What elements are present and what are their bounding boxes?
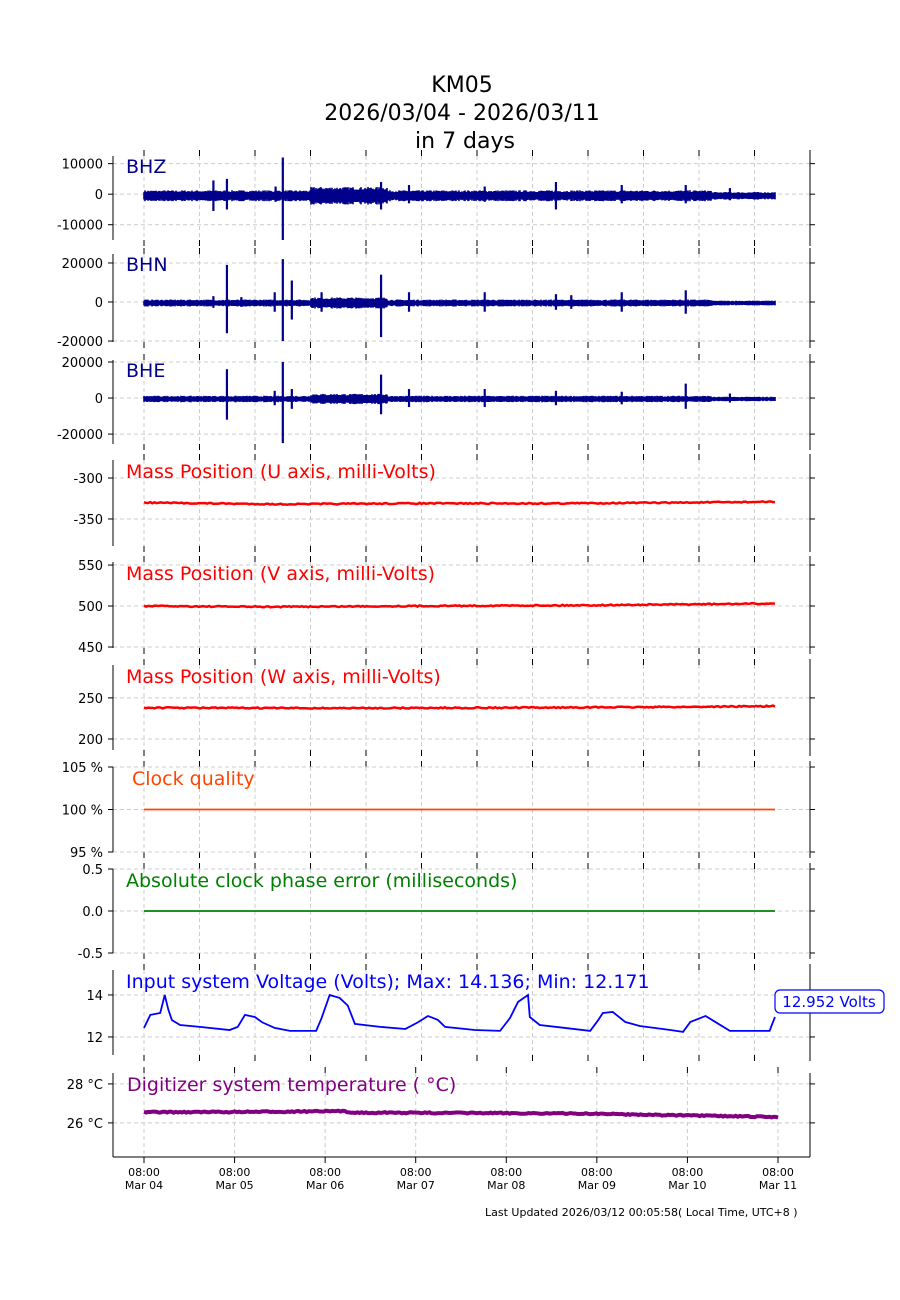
x-tick-time: 08:00 — [490, 1166, 522, 1179]
y-tick-label: 0.5 — [82, 863, 103, 878]
title-date-range: 2026/03/04 - 2026/03/11 — [324, 101, 600, 126]
panel-label-BHN: BHN — [126, 254, 168, 276]
panel-label-temperature: Digitizer system temperature ( °C) — [127, 1074, 456, 1096]
x-tick-date: Mar 05 — [215, 1179, 253, 1192]
panel-clock-quality — [108, 761, 815, 858]
y-tick-label: -0.5 — [78, 947, 103, 962]
x-tick-date: Mar 07 — [397, 1179, 435, 1192]
panel-mass-w — [108, 659, 815, 756]
y-tick-label: -20000 — [57, 335, 103, 350]
y-tick-label: 26 °C — [67, 1117, 103, 1132]
y-tick-label: 0 — [95, 188, 103, 203]
y-tick-label: 0.0 — [82, 905, 103, 920]
title-duration: in 7 days — [415, 129, 515, 154]
x-tick-time: 08:00 — [672, 1166, 704, 1179]
panel-clock-phase-error — [108, 863, 815, 959]
title-station: KM05 — [431, 73, 492, 98]
last-updated: Last Updated 2026/03/12 00:05:58( Local … — [485, 1206, 798, 1219]
y-tick-label: 0 — [95, 296, 103, 311]
panel-mass-v — [108, 556, 815, 654]
panel-label-BHE: BHE — [126, 360, 165, 382]
y-tick-label: -20000 — [57, 428, 103, 443]
x-tick-time: 08:00 — [219, 1166, 251, 1179]
y-tick-label: 28 °C — [67, 1078, 103, 1093]
voltage-annotation: 12.952 Volts — [782, 993, 876, 1011]
series-line-temperature — [143, 1108, 779, 1120]
y-tick-label: 20000 — [62, 356, 103, 371]
y-tick-label: -300 — [73, 472, 103, 487]
series-line-mass-w — [143, 704, 776, 710]
x-tick-time: 08:00 — [762, 1166, 794, 1179]
y-tick-label: 105 % — [62, 761, 103, 776]
waveform-BHN — [143, 297, 776, 309]
x-tick-date: Mar 09 — [578, 1179, 616, 1192]
y-tick-label: 12 — [86, 1031, 103, 1046]
panel-mass-u — [108, 454, 815, 552]
panel-voltage — [108, 964, 885, 1061]
y-tick-label: 10000 — [62, 158, 103, 173]
y-tick-label: 100 % — [62, 804, 103, 819]
series-line-mass-v — [143, 601, 776, 609]
waveform-BHE — [143, 393, 776, 405]
panel-BHZ — [108, 150, 815, 246]
x-tick-time: 08:00 — [581, 1166, 613, 1179]
panel-label-mass-w: Mass Position (W axis, milli-Volts) — [126, 666, 441, 688]
series-line-mass-u — [143, 500, 776, 507]
x-tick-date: Mar 04 — [125, 1179, 163, 1192]
x-tick-time: 08:00 — [309, 1166, 341, 1179]
panel-label-clock-phase-error: Absolute clock phase error (milliseconds… — [126, 870, 517, 892]
y-tick-label: 550 — [78, 559, 103, 574]
annotation-box — [774, 989, 885, 1014]
panel-BHN — [108, 248, 815, 348]
panel-label-voltage: Input system Voltage (Volts); Max: 14.13… — [126, 971, 650, 993]
x-tick-time: 08:00 — [128, 1166, 160, 1179]
y-tick-label: 200 — [78, 733, 103, 748]
y-tick-label: 250 — [78, 692, 103, 707]
y-tick-label: 95 % — [70, 846, 103, 861]
y-tick-label: 500 — [78, 600, 103, 615]
panel-label-mass-u: Mass Position (U axis, milli-Volts) — [126, 461, 436, 483]
y-tick-label: 0 — [95, 392, 103, 407]
y-tick-label: -10000 — [57, 219, 103, 234]
panel-BHE — [108, 354, 815, 450]
y-tick-label: 450 — [78, 641, 103, 656]
waveform-BHZ — [143, 187, 776, 205]
x-tick-date: Mar 08 — [487, 1179, 525, 1192]
x-tick-time: 08:00 — [400, 1166, 432, 1179]
panel-temperature — [108, 1067, 815, 1163]
x-tick-date: Mar 10 — [668, 1179, 706, 1192]
x-tick-date: Mar 06 — [306, 1179, 344, 1192]
panel-label-mass-v: Mass Position (V axis, milli-Volts) — [126, 563, 435, 585]
panel-label-clock-quality: Clock quality — [132, 768, 255, 790]
y-tick-label: -350 — [73, 513, 103, 528]
x-tick-date: Mar 11 — [759, 1179, 797, 1192]
y-tick-label: 14 — [86, 989, 103, 1004]
series-line-voltage — [143, 993, 776, 1033]
y-tick-label: 20000 — [62, 257, 103, 272]
panel-label-BHZ: BHZ — [126, 156, 166, 178]
